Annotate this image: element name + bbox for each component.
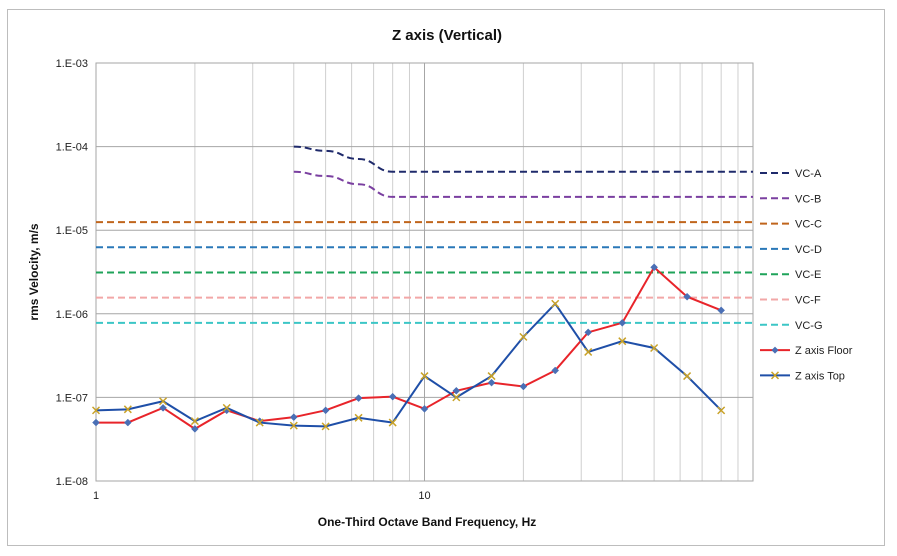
data-point-top [388,418,397,427]
y-axis-title: rms Velocity, m/s [27,223,41,320]
data-point-top [683,372,692,381]
data-point-top [584,347,593,356]
data-point-top [289,421,298,430]
data-point-top [618,337,627,346]
data-point-floor [519,382,528,391]
data-point-floor [321,406,330,415]
legend-item-z-axis-top: Z axis Top [760,370,845,382]
data-point-top [123,405,132,414]
data-point-floor [584,328,593,337]
data-point-top [420,372,429,381]
legend-item-vc-b: VC-B [760,193,821,205]
data-point-floor [650,263,658,272]
series-line-vc-b [293,170,753,198]
legend-marker [771,346,779,354]
legend-item-vc-e: VC-E [760,269,821,281]
y-tick-label: 1.E-06 [56,309,88,321]
series-layer [91,145,753,433]
legend-layer: VC-A VC-B VC-C VC-D VC-E VC-F VC-G Z axis Floor… [760,168,853,382]
data-point-floor [717,306,726,315]
x-tick-label: 10 [418,490,430,502]
data-point-floor [551,366,560,375]
data-point-top [650,343,659,353]
legend-item-vc-f: VC-F [760,295,821,307]
series-line-z-axis-floor [96,265,722,431]
data-point-top [487,372,496,381]
data-point-top [452,393,461,402]
y-tick-label: 1.E-04 [56,142,88,154]
legend-label: Z axis Top [795,370,845,382]
data-point-top [551,299,560,308]
legend-item-vc-c: VC-C [760,219,822,231]
legend-label: Z axis Floor [795,345,853,357]
y-tick-label: 1.E-08 [56,476,88,488]
legend-label: VC-C [795,219,822,231]
data-point-top [91,406,101,415]
legend-item-z-axis-floor: Z axis Floor [760,345,853,357]
data-point-top [190,417,199,426]
legend-label: VC-A [795,168,822,180]
chart-title: Z axis (Vertical) [392,27,502,44]
legend-label: VC-D [795,244,822,256]
legend-marker [770,371,780,380]
legend-label: VC-F [795,295,821,307]
data-point-top [159,397,168,406]
axis-layer: 1.E-08 1.E-07 1.E-06 1.E-05 1.E-04 1.E-03 1 10 [56,58,431,502]
y-tick-label: 1.E-03 [56,58,88,70]
data-point-top [717,406,726,415]
y-tick-label: 1.E-05 [56,225,88,237]
data-point-top [519,332,528,341]
legend-item-vc-g: VC-G [760,320,823,332]
data-point-top [222,403,231,412]
x-tick-label: 1 [93,490,99,502]
legend-label: VC-G [795,320,823,332]
legend-item-vc-d: VC-D [760,244,822,256]
data-point-floor [191,425,199,433]
data-point-floor [388,392,397,401]
data-point-floor [487,378,496,387]
data-point-floor [354,394,363,402]
data-point-floor [92,418,100,427]
data-point-floor [618,318,627,327]
data-point-floor [452,386,461,395]
data-point-floor [123,418,132,427]
x-axis-title: One-Third Octave Band Frequency, Hz [318,515,536,529]
data-point-top [255,418,264,427]
legend-label: VC-E [795,269,821,281]
legend-label: VC-B [795,193,821,205]
legend-item-vc-a: VC-A [760,168,822,180]
y-tick-label: 1.E-07 [56,392,88,404]
data-point-top [321,422,330,431]
data-point-top [354,413,363,422]
data-point-floor [420,404,429,413]
series-line-vc-a [293,145,753,173]
series-line-z-axis-top [95,302,722,428]
data-point-floor [683,292,691,301]
data-point-floor [159,403,167,412]
grid-layer [95,62,754,482]
data-point-floor [289,413,298,422]
